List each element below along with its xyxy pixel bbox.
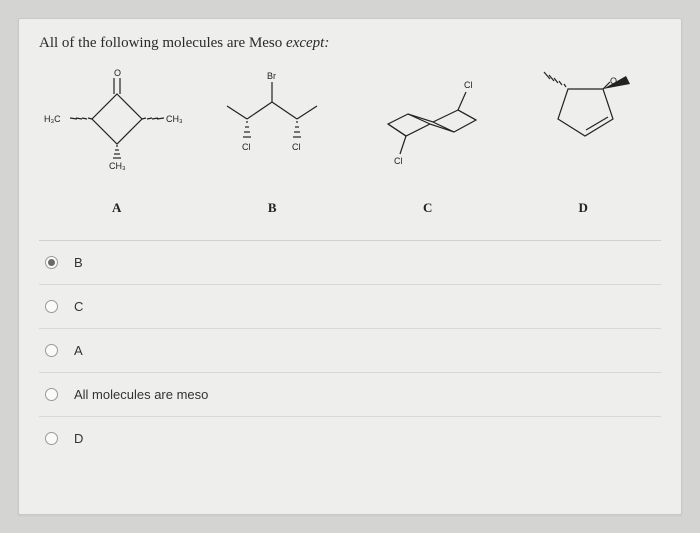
question-stem: All of the following molecules are Meso … (39, 35, 661, 52)
svg-text:Cl: Cl (394, 156, 403, 166)
option-label: B (74, 255, 83, 270)
option-label: C (74, 299, 83, 314)
molecule-a: O H₃C CH₃ (39, 64, 195, 174)
radio-icon[interactable] (45, 388, 58, 401)
question-emph: except: (286, 35, 329, 51)
option-row[interactable]: A (39, 329, 661, 373)
molecule-b: Br Cl (195, 64, 351, 174)
option-label: A (74, 343, 83, 358)
option-row[interactable]: All molecules are meso (39, 373, 661, 417)
answer-options: B C A All molecules are meso D (39, 240, 661, 460)
label-d: D (506, 200, 662, 216)
label-c: C (350, 200, 506, 216)
molecule-d: O (506, 64, 662, 174)
question-card: All of the following molecules are Meso … (18, 18, 682, 515)
option-label: D (74, 431, 83, 446)
molecule-labels: A B C D (39, 200, 661, 216)
svg-text:Br: Br (267, 71, 276, 81)
svg-text:Cl: Cl (292, 142, 301, 152)
option-row[interactable]: B (39, 241, 661, 285)
svg-text:Cl: Cl (464, 80, 473, 90)
option-row[interactable]: D (39, 417, 661, 460)
molecule-c: Cl Cl (350, 64, 506, 174)
radio-icon[interactable] (45, 300, 58, 313)
option-label: All molecules are meso (74, 387, 208, 402)
option-row[interactable]: C (39, 285, 661, 329)
hash-right (142, 118, 164, 119)
label-b: B (195, 200, 351, 216)
question-prefix: All of the following molecules are Meso (39, 35, 286, 51)
label-a: A (39, 200, 195, 216)
radio-icon[interactable] (45, 344, 58, 357)
svg-text:O: O (114, 68, 121, 78)
svg-text:CH₃: CH₃ (109, 161, 126, 171)
svg-text:Cl: Cl (242, 142, 251, 152)
hash-bottom (113, 146, 121, 158)
molecule-row: O H₃C CH₃ (39, 64, 661, 194)
svg-text:CH₃: CH₃ (166, 114, 183, 124)
radio-icon[interactable] (45, 256, 58, 269)
radio-icon[interactable] (45, 432, 58, 445)
hash-left (70, 118, 92, 119)
svg-text:H₃C: H₃C (44, 114, 61, 124)
